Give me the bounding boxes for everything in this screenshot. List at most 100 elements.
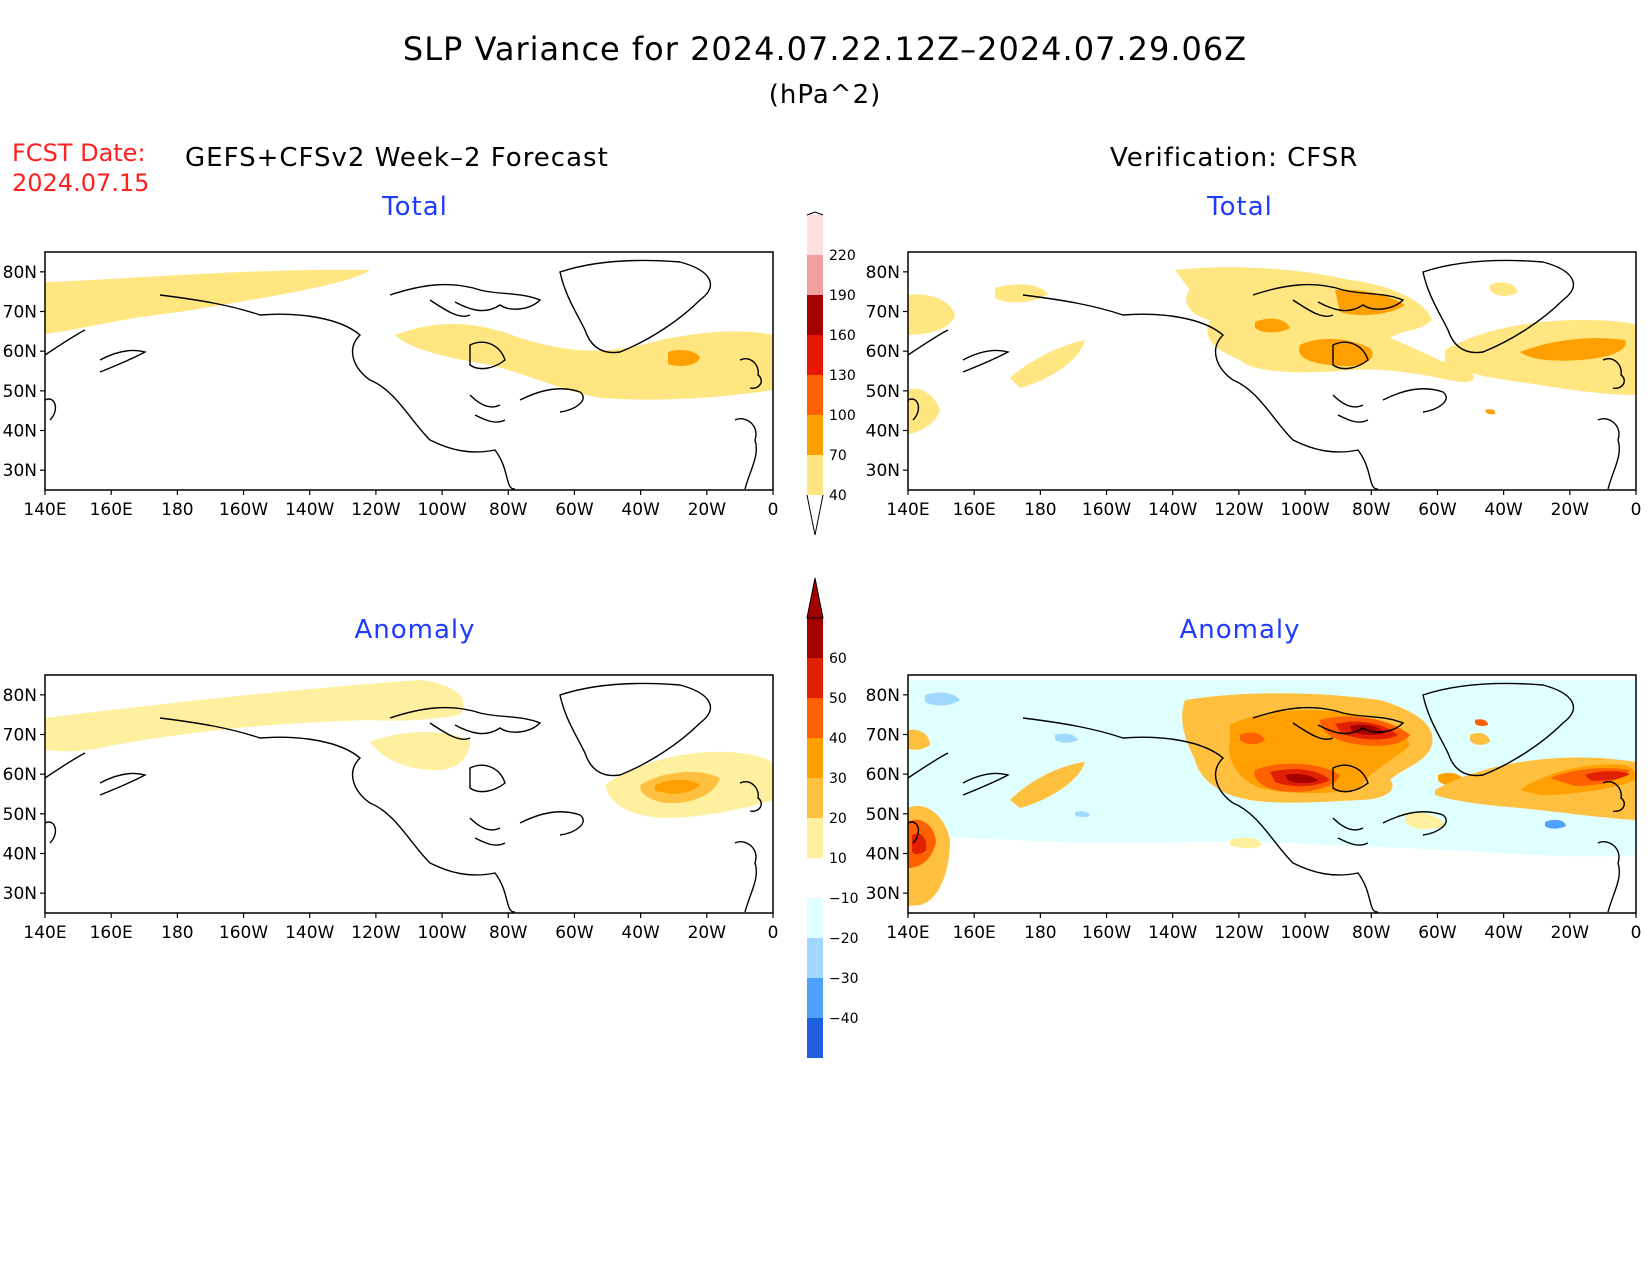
lon-label-fcst-total: 180: [161, 500, 193, 520]
lon-label-fcst-total: 80W: [489, 500, 528, 520]
lat-label-verif-anomaly: 80N: [866, 686, 900, 706]
lat-label-verif-total: 70N: [866, 303, 900, 323]
lon-label-verif-total: 140E: [886, 500, 929, 520]
lon-label-verif-anomaly: 140E: [886, 923, 929, 943]
coastlines-fcst-anomaly: [44, 682, 762, 913]
lon-label-fcst-total: 20W: [688, 500, 727, 520]
lon-label-verif-anomaly: 40W: [1484, 923, 1523, 943]
panel-title-fcst-anomaly: Anomaly: [354, 615, 476, 645]
lon-label-fcst-total: 100W: [417, 500, 466, 520]
colorbar-anomaly-swatch: [807, 618, 823, 658]
colorbar-anomaly-top-arrow: [806, 577, 824, 619]
coastlines-verif-anomaly: [907, 682, 1625, 913]
lon-label-verif-total: 20W: [1551, 500, 1590, 520]
colorbar-anomaly-label: −30: [829, 971, 859, 987]
lat-label-fcst-total: 70N: [3, 303, 37, 323]
lon-label-fcst-anomaly: 120W: [351, 923, 400, 943]
lat-label-verif-anomaly: 40N: [866, 845, 900, 865]
lat-label-verif-total: 30N: [866, 461, 900, 481]
verification-header: Verification: CFSR: [1110, 143, 1359, 173]
lon-label-fcst-anomaly: 160W: [219, 923, 268, 943]
lat-label-fcst-anomaly: 50N: [3, 805, 37, 825]
lat-label-verif-total: 50N: [866, 382, 900, 402]
shading-verif-anomaly: [908, 680, 1636, 906]
lon-label-verif-total: 160E: [953, 500, 996, 520]
lat-label-fcst-total: 30N: [3, 461, 37, 481]
lon-label-verif-total: 180: [1024, 500, 1056, 520]
colorbar-anomaly-swatch: [807, 898, 823, 938]
lon-label-fcst-anomaly: 160E: [90, 923, 133, 943]
map-frame-verif-total: [907, 251, 1637, 491]
lat-label-fcst-anomaly: 60N: [3, 765, 37, 785]
colorbar-total-label: 100: [829, 408, 856, 424]
lon-label-fcst-anomaly: 60W: [555, 923, 594, 943]
lon-label-verif-total: 80W: [1352, 500, 1391, 520]
map-frame-fcst-anomaly: [44, 674, 774, 914]
shading-verif-total: [908, 267, 1636, 434]
colorbar-total-label: 220: [829, 248, 856, 264]
lon-label-verif-total: 140W: [1148, 500, 1197, 520]
colorbar-anomaly-swatch: [807, 698, 823, 738]
lon-label-fcst-anomaly: 80W: [489, 923, 528, 943]
colorbar-anomaly-swatch: [807, 938, 823, 978]
map-panel-fcst-total: 140E 160E 180 160W 140W 120W 100W 80W 60W 40W 20W 0…: [3, 251, 779, 520]
lat-label-verif-total: 60N: [866, 342, 900, 362]
lon-label-verif-anomaly: 160W: [1082, 923, 1131, 943]
lon-label-verif-total: 0: [1631, 500, 1642, 520]
colorbar-anomaly-label: 10: [829, 851, 847, 867]
lon-label-fcst-total: 140E: [23, 500, 66, 520]
lon-label-verif-anomaly: 60W: [1418, 923, 1457, 943]
colorbar-total-label: 160: [829, 328, 856, 344]
lat-label-verif-anomaly: 30N: [866, 884, 900, 904]
lon-label-fcst-total: 60W: [555, 500, 594, 520]
lon-label-fcst-anomaly: 140W: [285, 923, 334, 943]
lon-label-verif-total: 120W: [1214, 500, 1263, 520]
colorbar-anomaly-swatch: [807, 658, 823, 698]
colorbar-total-swatch: [807, 295, 823, 335]
lat-label-fcst-total: 80N: [3, 263, 37, 283]
colorbar-total-label: 190: [829, 288, 856, 304]
lat-label-fcst-total: 50N: [3, 382, 37, 402]
lat-label-fcst-total: 60N: [3, 342, 37, 362]
lon-label-fcst-total: 120W: [351, 500, 400, 520]
lat-label-verif-anomaly: 60N: [866, 765, 900, 785]
figure-title: SLP Variance for 2024.07.22.12Z–2024.07.…: [402, 30, 1248, 68]
lat-label-fcst-total: 40N: [3, 422, 37, 442]
map-panel-verif-total: 140E 160E 180 160W 140W 120W 100W 80W 60W 40W 20W 0…: [866, 251, 1642, 520]
lon-label-verif-total: 60W: [1418, 500, 1457, 520]
colorbar-total-swatch: [807, 415, 823, 455]
lon-label-verif-total: 40W: [1484, 500, 1523, 520]
map-panel-fcst-anomaly: 140E 160E 180 160W 140W 120W 100W 80W 60W 40W 20W 0…: [3, 674, 778, 943]
lon-label-verif-anomaly: 160E: [953, 923, 996, 943]
colorbar-anomaly-swatch: [807, 778, 823, 818]
colorbar-anomaly-swatch: [807, 978, 823, 1018]
coastlines-fcst-total: [44, 259, 762, 490]
lon-label-fcst-total: 160W: [219, 500, 268, 520]
colorbar-anomaly-label: 60: [829, 651, 847, 667]
fcst-date-label: FCST Date:: [12, 139, 146, 167]
lon-label-verif-total: 160W: [1082, 500, 1131, 520]
fcst-date: FCST Date: 2024.07.15: [12, 138, 149, 198]
coastlines-verif-total: [907, 259, 1625, 490]
colorbar-anomaly-label: 30: [829, 771, 847, 787]
colorbar-total-label: 40: [829, 488, 847, 504]
lon-label-fcst-total: 40W: [621, 500, 660, 520]
colorbar-anomaly-swatch: [807, 1018, 823, 1058]
lon-label-fcst-total: 0: [768, 500, 779, 520]
colorbar-total-label: 130: [829, 368, 856, 384]
lon-label-verif-anomaly: 20W: [1551, 923, 1590, 943]
panel-title-verif-anomaly: Anomaly: [1179, 615, 1301, 645]
colorbar-total-swatch: [807, 255, 823, 295]
lon-label-verif-anomaly: 120W: [1214, 923, 1263, 943]
colorbar-anomaly: 60 50 40 30 20 10 −10 −20 −30 −40: [806, 577, 859, 1058]
lat-label-fcst-anomaly: 30N: [3, 884, 37, 904]
colorbar-total: 40 70 100 130 160 190 220: [806, 211, 856, 536]
lat-label-verif-total: 80N: [866, 263, 900, 283]
lon-label-fcst-anomaly: 40W: [621, 923, 660, 943]
lon-label-fcst-anomaly: 180: [161, 923, 193, 943]
colorbar-total-swatch: [807, 335, 823, 375]
lon-label-fcst-anomaly: 20W: [688, 923, 727, 943]
lon-label-verif-anomaly: 100W: [1280, 923, 1329, 943]
lon-label-verif-total: 100W: [1280, 500, 1329, 520]
